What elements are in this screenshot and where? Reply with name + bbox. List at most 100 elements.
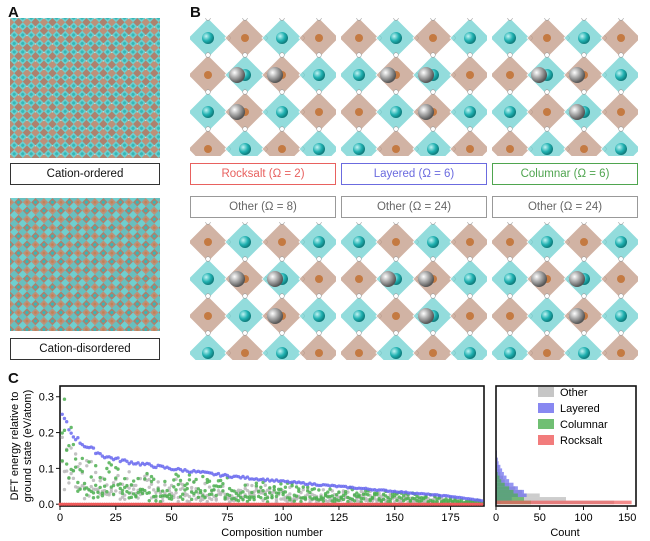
anion-atom: [430, 52, 436, 58]
scatter-point-layered: [216, 471, 221, 476]
scatter-point-other: [85, 464, 89, 468]
grey-sphere: [531, 271, 547, 287]
anion-atom: [356, 330, 362, 336]
metal-atom-brown: [278, 238, 286, 246]
hist-bar-layered: [496, 457, 498, 462]
anion-atom: [544, 89, 550, 95]
scatter-point-columnar: [283, 485, 288, 489]
metal-atom-brown: [241, 34, 249, 42]
scatter-point-rocksalt: [145, 502, 149, 506]
anion-atom: [467, 293, 473, 299]
anion-atom: [507, 52, 513, 58]
octahedron: [412, 128, 454, 156]
scatter-point-rocksalt: [129, 502, 134, 506]
anion-atom: [430, 222, 436, 225]
scatter-point-rocksalt: [326, 502, 330, 506]
scatter-point-rocksalt: [462, 502, 466, 506]
scatter-point-columnar: [163, 479, 167, 484]
metal-atom-teal: [427, 143, 439, 155]
anion-atom: [507, 256, 513, 262]
scatter-point-other: [243, 486, 247, 491]
scatter-point-rocksalt: [417, 502, 421, 506]
scatter-point-columnar: [194, 477, 198, 482]
scatter-point-other: [147, 485, 151, 489]
scatter-point-columnar: [303, 497, 308, 501]
metal-atom-brown: [466, 312, 474, 320]
scatter-point-rocksalt: [91, 502, 96, 506]
scatter-point-columnar: [214, 493, 218, 498]
metal-atom-brown: [355, 275, 363, 283]
scatter-point-rocksalt: [366, 502, 370, 506]
scatter-point-columnar: [96, 495, 100, 499]
metal-atom-brown: [543, 108, 551, 116]
scatter-point-other: [64, 469, 69, 473]
anion-atom: [618, 222, 624, 225]
scatter-point-rocksalt: [178, 502, 183, 506]
scatter-point-rocksalt: [440, 502, 444, 506]
scatter-point-rocksalt: [469, 502, 473, 506]
scatter-point-other: [288, 492, 292, 496]
anion-atom: [581, 89, 587, 95]
scatter-point-rocksalt: [236, 502, 241, 506]
scatter-point-columnar: [241, 498, 245, 502]
scatter-point-rocksalt: [448, 502, 453, 506]
scatter-point-rocksalt: [301, 502, 305, 506]
grey-sphere: [267, 67, 283, 83]
hist-bar-columnar: [496, 497, 524, 501]
scatter-point-columnar: [76, 489, 80, 493]
scatter-point-columnar: [294, 494, 299, 498]
anion-atom: [316, 256, 322, 262]
scatter-point-columnar: [160, 489, 165, 493]
scatter-point-rocksalt: [464, 502, 468, 506]
octahedron: [298, 332, 336, 360]
anion-atom: [205, 126, 211, 132]
scatter-point-columnar: [221, 482, 225, 486]
legend-label-rocksalt: Rocksalt: [560, 435, 602, 447]
octahedron: [492, 128, 531, 156]
scatter-point-rocksalt: [370, 502, 375, 506]
scatter-point-rocksalt: [268, 502, 272, 506]
anion-atom: [356, 293, 362, 299]
hist-bar-layered: [496, 475, 507, 480]
scatter-point-rocksalt: [82, 502, 87, 506]
anion-atom: [393, 293, 399, 299]
scatter-point-rocksalt: [466, 502, 470, 506]
anion-atom: [316, 222, 322, 225]
scatter-point-rocksalt: [252, 502, 256, 506]
legend-swatch-layered: [538, 403, 554, 413]
octahedron: [526, 128, 568, 156]
scatter-point-other: [274, 499, 279, 504]
metal-atom-brown: [543, 349, 551, 357]
scatter-point-rocksalt: [109, 502, 113, 506]
hist-bar-columnar: [496, 486, 510, 490]
scatter-point-columnar: [406, 496, 410, 501]
octahedron: [492, 332, 531, 360]
scatter-point-columnar: [393, 494, 397, 498]
scatter-point-columnar: [100, 494, 105, 498]
panel-c-letter: C: [8, 370, 19, 387]
scatter-point-columnar: [87, 460, 91, 464]
scatter-point-rocksalt: [346, 502, 350, 506]
scatter-point-rocksalt: [98, 502, 102, 506]
anion-atom: [279, 293, 285, 299]
scatter-point-other: [69, 471, 73, 476]
y-tick-label: 0.1: [39, 463, 54, 475]
anion-atom: [279, 18, 285, 21]
scatter-point-columnar: [109, 463, 114, 467]
anion-atom: [393, 89, 399, 95]
scatter-point-columnar: [125, 483, 129, 488]
anion-atom: [279, 126, 285, 132]
scatter-point-columnar: [105, 466, 109, 471]
anion-atom: [356, 52, 362, 58]
scatter-point-columnar: [127, 491, 131, 495]
scatter-point-rocksalt: [330, 502, 334, 506]
scatter-point-columnar: [279, 482, 283, 486]
scatter-point-rocksalt: [306, 502, 310, 506]
anion-atom: [279, 52, 285, 58]
anion-atom: [467, 222, 473, 225]
scatter-point-layered: [71, 435, 76, 439]
scatter-point-rocksalt: [190, 502, 194, 506]
scatter-point-rocksalt: [359, 502, 363, 506]
scatter-point-columnar: [256, 489, 261, 494]
scatter-point-other: [107, 493, 111, 497]
